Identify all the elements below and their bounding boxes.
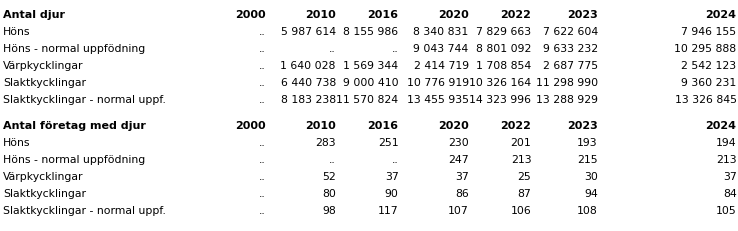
Text: ..: .. (392, 44, 399, 54)
Text: 37: 37 (384, 171, 399, 181)
Text: 117: 117 (378, 205, 399, 215)
Text: 84: 84 (723, 188, 737, 198)
Text: ..: .. (259, 44, 266, 54)
Text: 11 298 990: 11 298 990 (536, 78, 598, 88)
Text: 2 687 775: 2 687 775 (542, 61, 598, 71)
Text: Slaktkycklingar - normal uppf.: Slaktkycklingar - normal uppf. (3, 205, 166, 215)
Text: ..: .. (259, 78, 266, 88)
Text: 13 288 929: 13 288 929 (536, 95, 598, 105)
Text: 193: 193 (577, 138, 598, 148)
Text: 2022: 2022 (500, 121, 531, 131)
Text: ..: .. (392, 155, 399, 164)
Text: 87: 87 (517, 188, 531, 198)
Text: 2016: 2016 (368, 10, 399, 20)
Text: 8 340 831: 8 340 831 (413, 27, 469, 37)
Text: 90: 90 (384, 188, 399, 198)
Text: 107: 107 (448, 205, 469, 215)
Text: 2024: 2024 (706, 10, 737, 20)
Text: 2000: 2000 (235, 121, 266, 131)
Text: 25: 25 (517, 171, 531, 181)
Text: 13 326 845: 13 326 845 (675, 95, 737, 105)
Text: 13 455 935: 13 455 935 (407, 95, 469, 105)
Text: ..: .. (259, 27, 266, 37)
Text: ..: .. (259, 188, 266, 198)
Text: 37: 37 (723, 171, 737, 181)
Text: 201: 201 (511, 138, 531, 148)
Text: 2 542 123: 2 542 123 (681, 61, 737, 71)
Text: ..: .. (259, 205, 266, 215)
Text: 94: 94 (584, 188, 598, 198)
Text: Höns - normal uppfödning: Höns - normal uppfödning (3, 155, 145, 164)
Text: ..: .. (259, 171, 266, 181)
Text: 106: 106 (511, 205, 531, 215)
Text: 5 987 614: 5 987 614 (280, 27, 336, 37)
Text: 7 946 155: 7 946 155 (681, 27, 737, 37)
Text: Värpkycklingar: Värpkycklingar (3, 171, 83, 181)
Text: ..: .. (259, 155, 266, 164)
Text: 1 708 854: 1 708 854 (476, 61, 531, 71)
Text: Slaktkycklingar: Slaktkycklingar (3, 188, 86, 198)
Text: 2016: 2016 (368, 121, 399, 131)
Text: 2000: 2000 (235, 10, 266, 20)
Text: 52: 52 (322, 171, 336, 181)
Text: 2023: 2023 (567, 10, 598, 20)
Text: Höns: Höns (3, 27, 30, 37)
Text: 11 570 824: 11 570 824 (337, 95, 399, 105)
Text: 2024: 2024 (706, 121, 737, 131)
Text: ..: .. (329, 44, 336, 54)
Text: Slaktkycklingar: Slaktkycklingar (3, 78, 86, 88)
Text: 9 633 232: 9 633 232 (542, 44, 598, 54)
Text: 10 326 164: 10 326 164 (469, 78, 531, 88)
Text: 108: 108 (577, 205, 598, 215)
Text: Värpkycklingar: Värpkycklingar (3, 61, 83, 71)
Text: Slaktkycklingar - normal uppf.: Slaktkycklingar - normal uppf. (3, 95, 166, 105)
Text: 247: 247 (448, 155, 469, 164)
Text: 37: 37 (455, 171, 469, 181)
Text: 2010: 2010 (305, 10, 336, 20)
Text: 105: 105 (716, 205, 737, 215)
Text: 30: 30 (584, 171, 598, 181)
Text: 213: 213 (511, 155, 531, 164)
Text: ..: .. (259, 138, 266, 148)
Text: 9 043 744: 9 043 744 (413, 44, 469, 54)
Text: 230: 230 (448, 138, 469, 148)
Text: 2020: 2020 (438, 10, 469, 20)
Text: Antal företag med djur: Antal företag med djur (3, 121, 146, 131)
Text: 10 295 888: 10 295 888 (675, 44, 737, 54)
Text: 1 640 028: 1 640 028 (280, 61, 336, 71)
Text: Höns: Höns (3, 138, 30, 148)
Text: 14 323 996: 14 323 996 (469, 95, 531, 105)
Text: ..: .. (259, 95, 266, 105)
Text: 9 360 231: 9 360 231 (681, 78, 737, 88)
Text: 215: 215 (577, 155, 598, 164)
Text: 2022: 2022 (500, 10, 531, 20)
Text: 10 776 919: 10 776 919 (407, 78, 469, 88)
Text: 251: 251 (378, 138, 399, 148)
Text: Antal djur: Antal djur (3, 10, 65, 20)
Text: 98: 98 (322, 205, 336, 215)
Text: 2023: 2023 (567, 121, 598, 131)
Text: 7 622 604: 7 622 604 (542, 27, 598, 37)
Text: 283: 283 (315, 138, 336, 148)
Text: 194: 194 (716, 138, 737, 148)
Text: 8 801 092: 8 801 092 (476, 44, 531, 54)
Text: 1 569 344: 1 569 344 (343, 61, 399, 71)
Text: 6 440 738: 6 440 738 (280, 78, 336, 88)
Text: 2010: 2010 (305, 121, 336, 131)
Text: 9 000 410: 9 000 410 (343, 78, 399, 88)
Text: 213: 213 (716, 155, 737, 164)
Text: 80: 80 (322, 188, 336, 198)
Text: ..: .. (329, 155, 336, 164)
Text: 86: 86 (455, 188, 469, 198)
Text: 2020: 2020 (438, 121, 469, 131)
Text: 2 414 719: 2 414 719 (413, 61, 469, 71)
Text: 8 155 986: 8 155 986 (343, 27, 399, 37)
Text: Höns - normal uppfödning: Höns - normal uppfödning (3, 44, 145, 54)
Text: 8 183 238: 8 183 238 (280, 95, 336, 105)
Text: ..: .. (259, 61, 266, 71)
Text: 7 829 663: 7 829 663 (476, 27, 531, 37)
